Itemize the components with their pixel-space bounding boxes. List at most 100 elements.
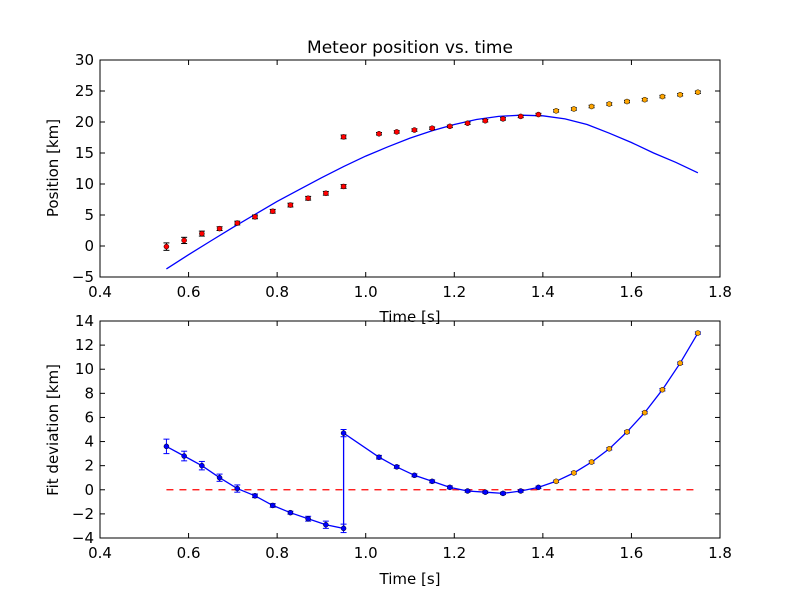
observed-point <box>287 202 294 208</box>
position-plot-xtick-label: 0.6 <box>177 283 201 301</box>
deviation-point <box>464 488 471 494</box>
deviation-point <box>376 454 382 460</box>
observed-point <box>535 111 542 118</box>
deviation-plot-xtick-label: 1.0 <box>354 544 378 562</box>
deviation-plot-ytick-label: −2 <box>72 505 94 523</box>
position-plot-ytick-label: 10 <box>75 175 94 193</box>
deviation-plot-ticks: 0.4 0.6 0.8 1.0 1.2 1.4 1.6 1.8 −4 −2 0 2 4 6 8 10 12 14 <box>72 312 732 562</box>
deviation-plot-data <box>163 330 701 534</box>
deviation-plot-ytick-label: −4 <box>72 529 94 547</box>
observed-point <box>340 134 347 140</box>
extrapolated-deviation-point <box>659 386 666 393</box>
deviation-plot-ytick-label: 12 <box>75 336 94 354</box>
deviation-plot-xtick-label: 0.4 <box>88 544 112 562</box>
position-plot-xtick-label: 1.6 <box>619 283 643 301</box>
observed-point <box>323 190 329 197</box>
position-plot-ytick-label: 20 <box>75 113 94 131</box>
deviation-point <box>287 509 294 516</box>
deviation-point <box>269 502 276 509</box>
extrapolated-point <box>641 96 648 103</box>
position-plot-ytick-label: 5 <box>84 206 94 224</box>
extrapolated-point <box>571 106 577 112</box>
deviation-plot-xtick-label: 1.6 <box>619 544 643 562</box>
extrapolated-deviation-point <box>677 360 683 366</box>
deviation-point <box>163 443 170 450</box>
observed-point <box>234 220 241 226</box>
deviation-point <box>411 472 418 479</box>
extrapolated-point <box>624 98 630 105</box>
position-plot-data <box>163 89 701 270</box>
deviation-plot-xlabel: Time [s] <box>379 570 441 588</box>
deviation-point <box>181 453 187 459</box>
deviation-plot-frame <box>99 320 721 539</box>
position-plot-ylabel: Position [km] <box>44 119 62 217</box>
observed-point <box>305 195 311 202</box>
position-plot-xlabel: Time [s] <box>379 308 441 326</box>
deviation-point <box>429 478 435 485</box>
position-plot-ytick-label: −5 <box>72 268 94 286</box>
position-plot-ytick-label: 15 <box>75 144 94 162</box>
extrapolated-point <box>553 108 559 114</box>
extrapolated-deviation-point <box>695 330 701 336</box>
position-plot-ticks: 0.4 0.6 0.8 1.0 1.2 1.4 1.6 1.8 −5 0 5 10 15 20 25 30 <box>72 51 732 301</box>
extrapolated-point <box>659 93 666 100</box>
observed-point <box>447 123 453 130</box>
deviation-plot-xtick-label: 1.8 <box>708 544 732 562</box>
position-plot-xtick-label: 0.4 <box>88 283 112 301</box>
deviation-plot-ytick-label: 4 <box>84 433 94 451</box>
position-plot-ytick-label: 0 <box>84 237 94 255</box>
chart-title: Meteor position vs. time <box>307 38 513 58</box>
extrapolated-point <box>606 101 613 107</box>
deviation-point <box>234 485 241 492</box>
deviation-plot-xtick-label: 1.4 <box>531 544 555 562</box>
deviation-point <box>252 493 258 499</box>
deviation-plot-ylabel: Fit deviation [km] <box>44 364 62 496</box>
extrapolated-deviation-point <box>606 446 613 452</box>
observed-point <box>411 127 418 133</box>
deviation-plot-ytick-label: 0 <box>84 481 94 499</box>
deviation-point <box>393 464 400 470</box>
position-plot-ytick-label: 30 <box>75 51 94 69</box>
deviation-point <box>199 462 205 469</box>
deviation-plot-ytick-label: 10 <box>75 360 94 378</box>
deviation-plot-xtick-label: 1.2 <box>442 544 466 562</box>
deviation-point <box>340 430 347 436</box>
extrapolated-point <box>677 91 683 98</box>
observed-point <box>464 120 471 126</box>
observed-point <box>376 131 382 137</box>
observed-point <box>429 125 435 131</box>
deviation-point <box>216 474 223 481</box>
observed-point <box>163 243 170 250</box>
extrapolated-deviation-point <box>624 429 630 435</box>
deviation-plot-xtick-label: 0.6 <box>177 544 201 562</box>
deviation-point <box>323 521 329 528</box>
position-plot-xtick-label: 1.8 <box>708 283 732 301</box>
deviation-point <box>500 490 506 497</box>
observed-point <box>216 225 223 232</box>
position-plot-xtick-label: 1.0 <box>354 283 378 301</box>
extrapolated-deviation-point <box>553 478 559 485</box>
deviation-point <box>447 484 453 491</box>
deviation-point <box>340 525 347 532</box>
position-plot-frame <box>99 59 721 278</box>
deviation-plot-xtick-label: 0.8 <box>265 544 289 562</box>
extrapolated-deviation-point <box>571 470 577 476</box>
position-plot-xtick-label: 1.4 <box>531 283 555 301</box>
deviation-point <box>517 488 524 494</box>
position-plot-ytick-label: 25 <box>75 82 94 100</box>
observed-point <box>181 237 187 244</box>
deviation-point <box>482 489 489 495</box>
deviation-plot-ytick-label: 2 <box>84 457 94 475</box>
deviation-point <box>305 515 311 522</box>
observed-point <box>340 183 347 190</box>
position-plot-xtick-label: 1.2 <box>442 283 466 301</box>
extrapolated-point <box>695 89 701 95</box>
observed-point <box>482 118 489 124</box>
observed-point <box>269 208 276 215</box>
extrapolated-deviation-point <box>641 409 648 416</box>
observed-point <box>199 230 205 237</box>
position-plot-xtick-label: 0.8 <box>265 283 289 301</box>
observed-point <box>517 113 524 120</box>
